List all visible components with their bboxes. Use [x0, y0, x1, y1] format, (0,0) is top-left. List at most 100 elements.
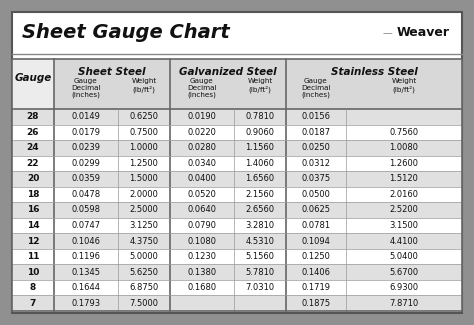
Text: Gauge
Decimal
(inches): Gauge Decimal (inches)	[301, 78, 331, 98]
Text: Weight
(lb/ft²): Weight (lb/ft²)	[131, 78, 156, 93]
Text: 0.0478: 0.0478	[72, 190, 100, 199]
Bar	[12, 249, 462, 264]
Text: 0.1046: 0.1046	[72, 237, 100, 246]
Text: 5.1560: 5.1560	[246, 252, 274, 261]
Text: —: —	[382, 28, 392, 38]
Text: 2.0000: 2.0000	[129, 190, 158, 199]
Text: 7.8710: 7.8710	[389, 299, 419, 308]
Text: 26: 26	[27, 128, 39, 137]
Text: Weaver: Weaver	[397, 25, 450, 38]
Bar	[12, 156, 462, 171]
Bar	[12, 59, 462, 311]
Text: 0.0640: 0.0640	[188, 205, 217, 214]
Text: 0.1230: 0.1230	[188, 252, 217, 261]
Text: Gauge
Decimal
(inches): Gauge Decimal (inches)	[71, 78, 101, 98]
Text: 0.0375: 0.0375	[301, 175, 330, 183]
Text: 0.0250: 0.0250	[301, 143, 330, 152]
Text: 7.5000: 7.5000	[129, 299, 158, 308]
Text: 1.5000: 1.5000	[129, 175, 158, 183]
Text: 3.1250: 3.1250	[129, 221, 158, 230]
Text: 0.1680: 0.1680	[187, 283, 217, 292]
Text: Weight
(lb/ft²): Weight (lb/ft²)	[247, 78, 273, 93]
Text: 1.1560: 1.1560	[246, 143, 274, 152]
Text: 0.1196: 0.1196	[72, 252, 100, 261]
Text: 5.0000: 5.0000	[129, 252, 158, 261]
Text: Sheet Steel: Sheet Steel	[78, 67, 146, 77]
Text: Galvanized Steel: Galvanized Steel	[179, 67, 277, 77]
Text: 0.0790: 0.0790	[188, 221, 217, 230]
Text: 0.0190: 0.0190	[188, 112, 217, 121]
Text: Gauge: Gauge	[14, 73, 52, 83]
Text: 1.5120: 1.5120	[390, 175, 419, 183]
Text: 0.1094: 0.1094	[301, 237, 330, 246]
Text: 0.7810: 0.7810	[246, 112, 274, 121]
Text: 0.0400: 0.0400	[188, 175, 217, 183]
Text: 1.6560: 1.6560	[246, 175, 274, 183]
Text: 18: 18	[27, 190, 39, 199]
Text: 16: 16	[27, 205, 39, 214]
Text: 11: 11	[27, 252, 39, 261]
Text: 4.4100: 4.4100	[390, 237, 419, 246]
Text: 0.6250: 0.6250	[129, 112, 158, 121]
Text: 0.0500: 0.0500	[301, 190, 330, 199]
Text: 3.2810: 3.2810	[246, 221, 274, 230]
Bar	[12, 233, 462, 249]
Text: Gauge
Decimal
(inches): Gauge Decimal (inches)	[187, 78, 217, 98]
Text: 28: 28	[27, 112, 39, 121]
Text: 0.0312: 0.0312	[301, 159, 330, 168]
Text: Stainless Steel: Stainless Steel	[331, 67, 418, 77]
Text: 20: 20	[27, 175, 39, 183]
Text: 0.1875: 0.1875	[301, 299, 330, 308]
Text: 7: 7	[30, 299, 36, 308]
Text: 6.8750: 6.8750	[129, 283, 159, 292]
Text: 0.0625: 0.0625	[301, 205, 330, 214]
Bar	[12, 280, 462, 295]
Text: 0.1793: 0.1793	[72, 299, 100, 308]
Bar	[12, 124, 462, 140]
Text: 0.1080: 0.1080	[188, 237, 217, 246]
Text: 0.7500: 0.7500	[129, 128, 158, 137]
Text: 1.4060: 1.4060	[246, 159, 274, 168]
Bar	[170, 59, 286, 109]
Text: 0.9060: 0.9060	[246, 128, 274, 137]
Text: 0.1644: 0.1644	[72, 283, 100, 292]
Text: 0.0179: 0.0179	[72, 128, 100, 137]
Text: 0.0280: 0.0280	[188, 143, 217, 152]
Text: 24: 24	[27, 143, 39, 152]
Text: 0.0239: 0.0239	[72, 143, 100, 152]
Text: 2.6560: 2.6560	[246, 205, 274, 214]
Text: 0.7560: 0.7560	[390, 128, 419, 137]
Text: 1.0080: 1.0080	[390, 143, 419, 152]
Bar	[12, 171, 462, 187]
Text: Sheet Gauge Chart: Sheet Gauge Chart	[22, 23, 230, 43]
Text: 1.2500: 1.2500	[129, 159, 158, 168]
Text: Weight
(lb/ft²): Weight (lb/ft²)	[392, 78, 417, 93]
Text: 0.1719: 0.1719	[301, 283, 330, 292]
Text: 3.1500: 3.1500	[390, 221, 419, 230]
Text: 1.2600: 1.2600	[390, 159, 419, 168]
Text: 7.0310: 7.0310	[246, 283, 274, 292]
Bar	[12, 218, 462, 233]
Text: 0.0220: 0.0220	[188, 128, 217, 137]
Text: 0.0149: 0.0149	[72, 112, 100, 121]
Bar	[12, 264, 462, 280]
Text: 5.0400: 5.0400	[390, 252, 419, 261]
Text: 10: 10	[27, 268, 39, 277]
Text: 2.5000: 2.5000	[129, 205, 158, 214]
Text: 14: 14	[27, 221, 39, 230]
Text: 0.1406: 0.1406	[301, 268, 330, 277]
Text: 0.0359: 0.0359	[72, 175, 100, 183]
Text: 5.7810: 5.7810	[246, 268, 274, 277]
Bar	[54, 59, 170, 109]
Bar	[12, 109, 462, 124]
Text: 0.1345: 0.1345	[72, 268, 100, 277]
Text: 0.1380: 0.1380	[187, 268, 217, 277]
Text: 12: 12	[27, 237, 39, 246]
Text: 2.0160: 2.0160	[390, 190, 419, 199]
Text: 5.6700: 5.6700	[390, 268, 419, 277]
Text: 0.0299: 0.0299	[72, 159, 100, 168]
Bar	[12, 295, 462, 311]
Text: 0.0781: 0.0781	[301, 221, 330, 230]
Text: 0.0156: 0.0156	[301, 112, 330, 121]
Text: 8: 8	[30, 283, 36, 292]
